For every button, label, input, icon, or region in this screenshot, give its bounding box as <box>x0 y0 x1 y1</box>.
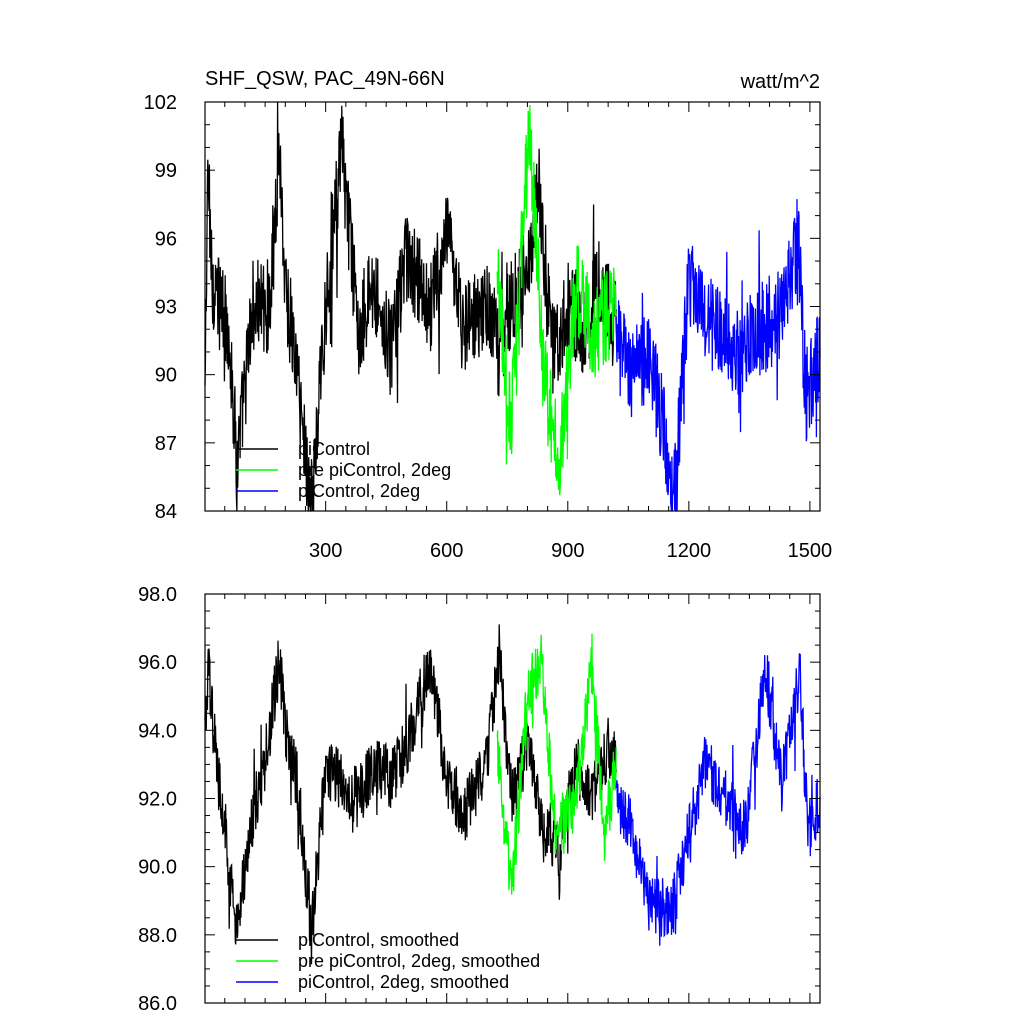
series-line-3 <box>615 199 821 512</box>
y-tick-label: 86.0 <box>138 993 177 1015</box>
series-line-2 <box>496 104 617 496</box>
y-tick-label: 96 <box>155 228 177 250</box>
bottom-axes-group: 86.0 88.0 90.0 92.0 94.0 96.0 98.0 <box>138 584 821 1015</box>
x-tick-label: 300 <box>309 540 342 562</box>
x-tick-label: 1200 <box>667 540 712 562</box>
legend-label-3: piControl, 2deg <box>298 481 420 501</box>
bottom-series-group <box>204 624 821 965</box>
y-tick-label: 102 <box>144 92 177 114</box>
y-tick-label: 94.0 <box>138 720 177 742</box>
y-tick-label: 99 <box>155 160 177 182</box>
y-tick-label: 88.0 <box>138 925 177 947</box>
y-tick-label: 87 <box>155 433 177 455</box>
y-tick-label: 98.0 <box>138 584 177 606</box>
x-tick-label: 1500 <box>788 540 833 562</box>
legend-label-2: pre piControl, 2deg <box>298 460 451 480</box>
y-tick-label: 90.0 <box>138 857 177 879</box>
y-tick-label: 92.0 <box>138 789 177 811</box>
series-line-3 <box>615 653 821 946</box>
y-tick-label: 84 <box>155 501 177 523</box>
top-series-group <box>204 101 821 512</box>
top-chart-title: SHF_QSW, PAC_49N-66N <box>205 68 445 90</box>
x-tick-label: 900 <box>551 540 584 562</box>
top-chart-panel: SHF_QSW, PAC_49N-66N watt/m^2 300 600 900 1… <box>144 68 833 562</box>
y-tick-label: 93 <box>155 297 177 319</box>
bottom-chart-panel: 86.0 88.0 90.0 92.0 94.0 96.0 98.0 piControl, … <box>138 584 821 1015</box>
legend-label-1: piControl <box>298 439 370 459</box>
top-axes-group: 300 600 900 1200 1500 84 87 90 93 96 99 102 <box>144 92 833 562</box>
series-line-2 <box>496 633 617 895</box>
top-chart-units: watt/m^2 <box>740 71 820 93</box>
y-tick-label: 96.0 <box>138 652 177 674</box>
y-tick-label: 90 <box>155 365 177 387</box>
legend-label-1: piControl, smoothed <box>298 930 459 950</box>
x-tick-label: 600 <box>430 540 463 562</box>
series-line-1 <box>204 624 617 965</box>
legend-label-2: pre piControl, 2deg, smoothed <box>298 951 540 971</box>
legend-label-3: piControl, 2deg, smoothed <box>298 972 509 992</box>
series-line-1 <box>204 101 617 512</box>
